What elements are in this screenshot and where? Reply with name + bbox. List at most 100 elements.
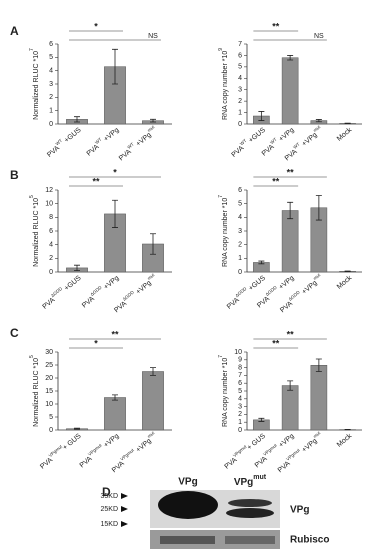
panel-letter: A: [10, 24, 19, 38]
x-tick-label: PVAVPgmut +VPg: [77, 430, 121, 469]
y-axis-label: RNA copy number *107: [218, 355, 229, 427]
x-tick-label-sup: mut: [147, 430, 157, 439]
y-tick-label: 4: [238, 214, 242, 221]
x-tick-label-sup: mut: [312, 272, 322, 281]
y-tick-label: 4: [49, 68, 53, 75]
significance-label: **: [287, 167, 295, 177]
significance-label: *: [94, 338, 98, 348]
x-tick-label-text: PVA: [279, 300, 294, 314]
bar: [310, 365, 328, 431]
panel-letter: B: [10, 168, 19, 182]
x-tick-label: Mock: [336, 432, 354, 448]
x-tick-label-text: PVA: [226, 296, 241, 310]
x-tick-label-sup: WT: [55, 138, 64, 146]
y-axis-label: RNA copy number *107: [218, 195, 229, 267]
y-tick-label: 6: [49, 228, 53, 235]
x-tick-label: PVAWT +VPg: [84, 124, 121, 157]
y-axis-label-text: RNA copy number *10: [222, 51, 229, 120]
x-tick-label-text: PVA: [113, 300, 128, 314]
x-tick-label-text: PVA: [230, 145, 245, 159]
x-tick-label-text: +GUS: [246, 274, 267, 293]
x-tick-label: PVAVPgmut+ GUS: [37, 430, 82, 470]
error-bar: [258, 111, 265, 121]
lane-label-sup: mut: [253, 474, 267, 481]
y-tick-label: 0: [238, 121, 242, 128]
y-tick-label: 4: [49, 242, 53, 249]
marker-arrow: [121, 493, 128, 527]
x-tick-label-sup: WT: [94, 137, 103, 145]
x-tick-label-text: PVA: [277, 460, 292, 474]
y-tick-label: 10: [234, 349, 242, 356]
x-tick-label: Mock: [336, 126, 354, 142]
x-tick-label: PVAΔGDD +VPg: [79, 272, 120, 309]
blot-band: [226, 508, 274, 518]
x-tick-label-text: +VPg: [133, 437, 152, 455]
x-tick-label: PVAWT +GUS: [44, 124, 82, 158]
lane-label-text: VPg: [234, 477, 253, 488]
x-tick-label-text: Mock: [336, 126, 354, 142]
y-tick-label: 6: [49, 41, 53, 48]
y-tick-label: 5: [49, 54, 53, 61]
panel-letter: D: [102, 485, 111, 499]
y-axis-label-text: Normalized RLUC *10: [33, 358, 40, 427]
error-bar: [150, 367, 156, 376]
y-tick-label: 8: [49, 214, 53, 221]
error-bar: [258, 417, 265, 422]
x-tick-label: PVAWT +VPgmut: [116, 124, 159, 162]
error-bar: [150, 233, 156, 255]
error-bar: [287, 380, 294, 391]
bar: [281, 210, 299, 273]
x-tick-label-text: PVA: [256, 295, 271, 309]
error-bar: [112, 394, 118, 401]
significance-label: *: [94, 21, 98, 31]
x-tick-label-text: +VPg: [276, 127, 295, 145]
y-axis-label-exp: 7: [218, 195, 224, 198]
x-tick-label-text: +VPg: [276, 433, 295, 451]
y-axis-label: Normalized RLUC *105: [29, 195, 40, 267]
blot-band: [225, 536, 275, 544]
y-tick-label: 6: [238, 380, 242, 387]
y-tick-label: 1: [238, 109, 242, 116]
error-bar: [287, 201, 294, 220]
y-tick-label: 2: [238, 242, 242, 249]
error-bar: [344, 270, 351, 272]
y-tick-label: 10: [45, 401, 53, 408]
x-tick-label-sup: mut: [312, 430, 322, 439]
error-bar: [150, 118, 156, 123]
y-axis-label-text: RNA copy number *10: [222, 198, 229, 267]
y-tick-label: 5: [238, 201, 242, 208]
y-tick-label: 3: [49, 81, 53, 88]
y-tick-label: 4: [238, 396, 242, 403]
significance-label: **: [111, 329, 119, 339]
x-tick-label-sup: WT: [239, 138, 248, 146]
bar: [142, 371, 164, 431]
marker-label: 25KD: [100, 506, 118, 513]
y-tick-label: 3: [238, 228, 242, 235]
y-tick-label: 1: [49, 108, 53, 115]
x-tick-label-text: PVA: [81, 295, 96, 309]
blot-band: [228, 499, 272, 507]
x-tick-label-text: +VPg: [133, 131, 152, 149]
blot-band: [160, 536, 215, 544]
significance-label: NS: [314, 33, 324, 40]
y-tick-label: 12: [45, 187, 53, 194]
significance-label: **: [287, 329, 295, 339]
y-tick-label: 0: [49, 427, 53, 434]
significance-label: **: [272, 176, 280, 186]
x-tick-label-text: PVA: [46, 145, 61, 159]
y-tick-label: 0: [238, 269, 242, 276]
x-tick-label: Mock: [336, 274, 354, 290]
y-tick-label: 10: [45, 201, 53, 208]
y-axis-label: Normalized RLUC *107: [29, 48, 40, 120]
x-tick-label-text: PVA: [284, 148, 299, 162]
marker-label: 15KD: [100, 521, 118, 528]
x-tick-label-sup: mut: [312, 124, 322, 133]
y-tick-label: 0: [49, 269, 53, 276]
y-tick-label: 9: [238, 357, 242, 364]
x-tick-label-text: +GUS: [62, 126, 83, 145]
y-tick-label: 5: [238, 64, 242, 71]
significance-label: **: [272, 338, 280, 348]
